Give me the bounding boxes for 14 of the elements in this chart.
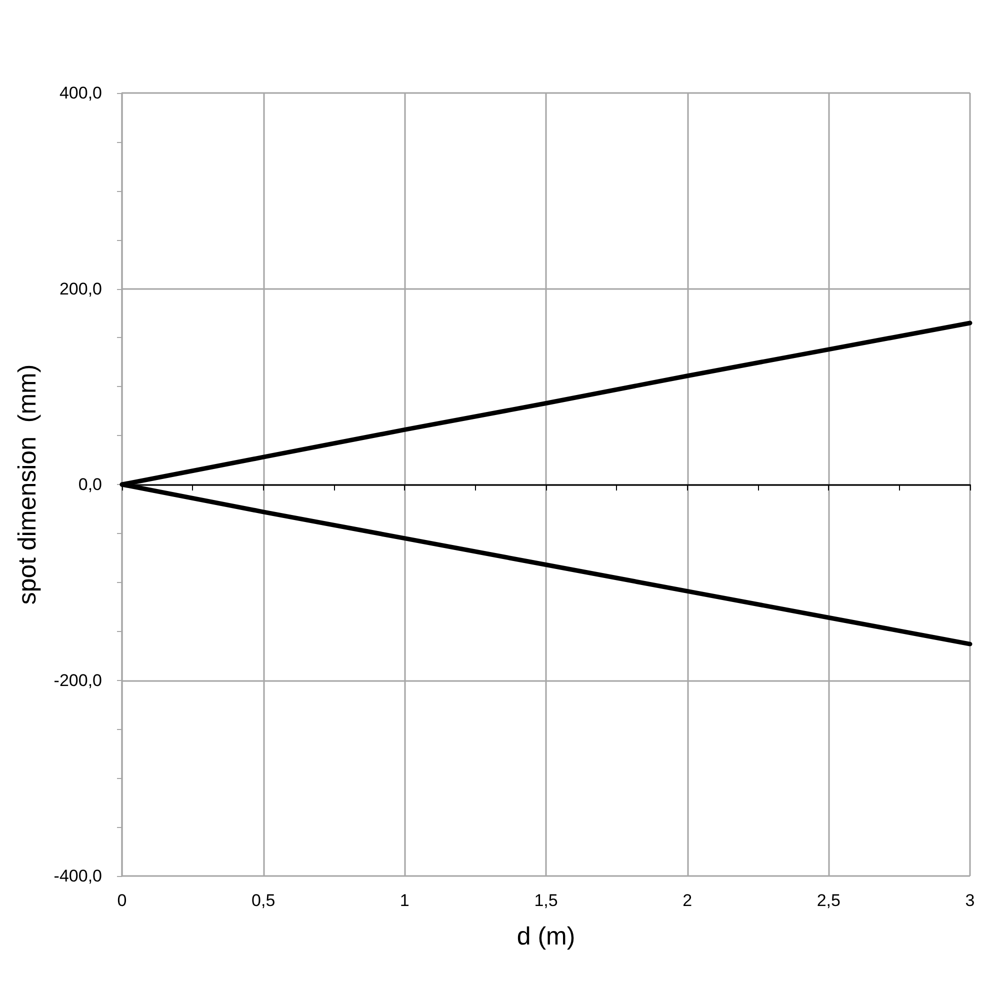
y-tick-label: 0,0	[78, 475, 102, 494]
x-tick-label: 2	[682, 891, 692, 910]
y-axis-title: spot dimension (mm)	[14, 364, 42, 605]
y-tick-label: 400,0	[59, 84, 102, 102]
x-tick-label: 0	[117, 891, 127, 910]
x-axis-title: d (m)	[516, 922, 576, 950]
y-tick-label: 200,0	[59, 279, 102, 298]
y-tick-label: -400,0	[54, 866, 102, 886]
x-tick-label: 1	[400, 891, 410, 910]
y-tick-label: -200,0	[54, 670, 102, 690]
x-tick-label: 1,5	[534, 891, 558, 910]
x-tick-label: 2,5	[816, 891, 840, 910]
x-tick-label: 3	[965, 891, 975, 910]
x-tick-label: 0,5	[252, 891, 276, 910]
